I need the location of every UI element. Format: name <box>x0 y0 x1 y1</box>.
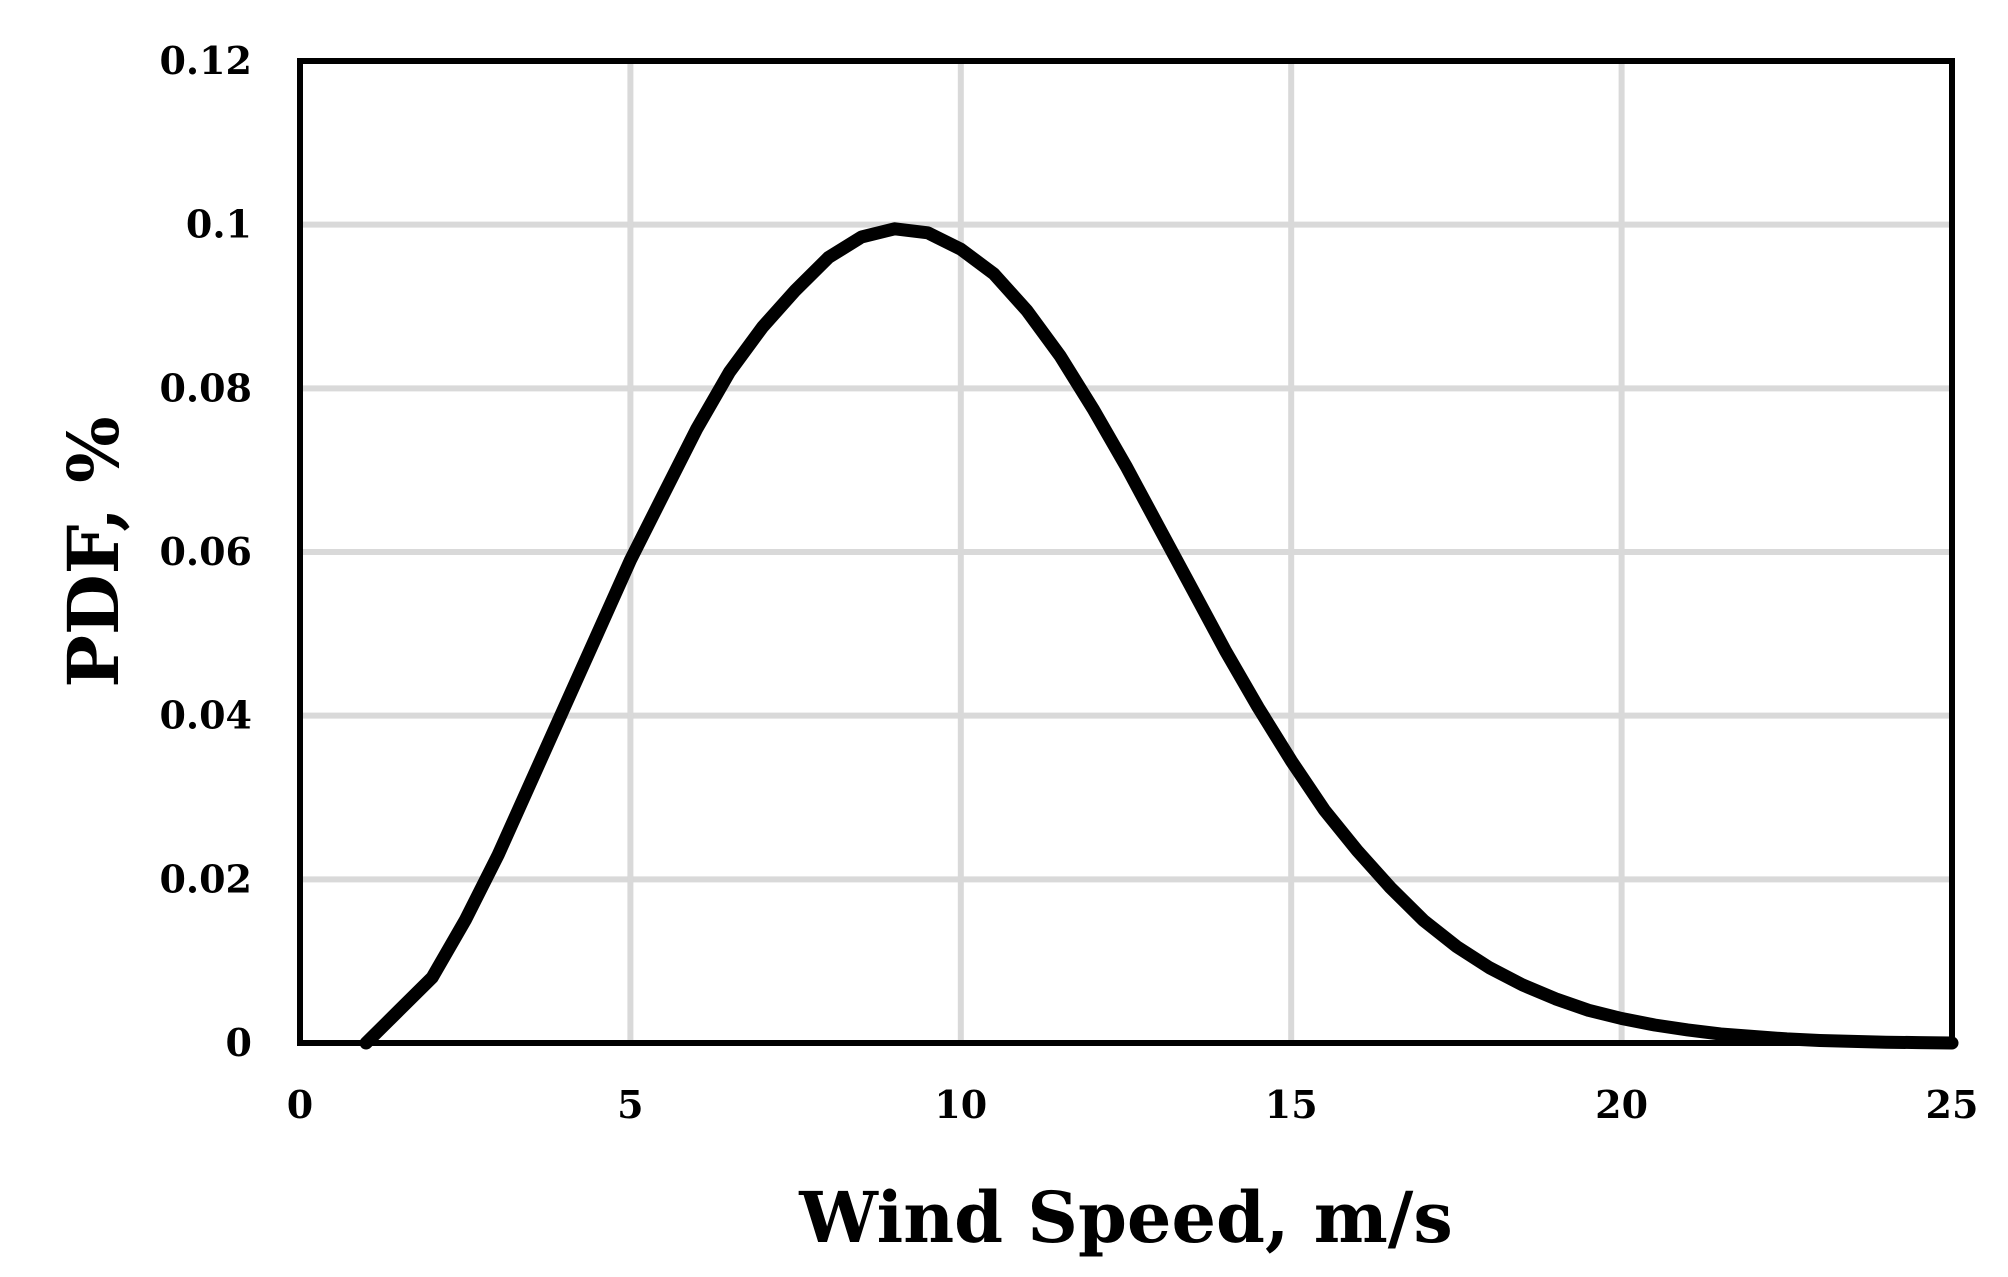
grid <box>297 58 1955 1046</box>
x-tick-labels: 0 5 10 15 20 25 <box>287 1082 1979 1127</box>
y-tick-label: 0.1 <box>186 202 252 247</box>
x-tick-label: 20 <box>1595 1082 1648 1127</box>
x-tick-label: 0 <box>287 1082 313 1127</box>
series-line <box>359 222 1959 1050</box>
x-tick-label: 25 <box>1926 1082 1979 1127</box>
x-axis-title: Wind Speed, m/s <box>798 1176 1452 1259</box>
x-tick-label: 5 <box>617 1082 643 1127</box>
y-tick-label: 0.08 <box>159 365 252 410</box>
y-tick-label: 0.06 <box>159 529 252 574</box>
y-axis-title: PDF, % <box>52 416 135 687</box>
y-tick-label: 0 <box>226 1020 252 1065</box>
series-layer <box>359 222 1959 1050</box>
x-tick-label: 10 <box>934 1082 987 1127</box>
x-tick-label: 15 <box>1265 1082 1318 1127</box>
y-tick-labels: 0 0.02 0.04 0.06 0.08 0.1 0.12 <box>159 38 252 1065</box>
y-tick-label: 0.12 <box>159 38 252 83</box>
y-tick-label: 0.02 <box>159 856 252 901</box>
plot-frame <box>297 58 1955 1046</box>
y-tick-label: 0.04 <box>159 693 252 738</box>
